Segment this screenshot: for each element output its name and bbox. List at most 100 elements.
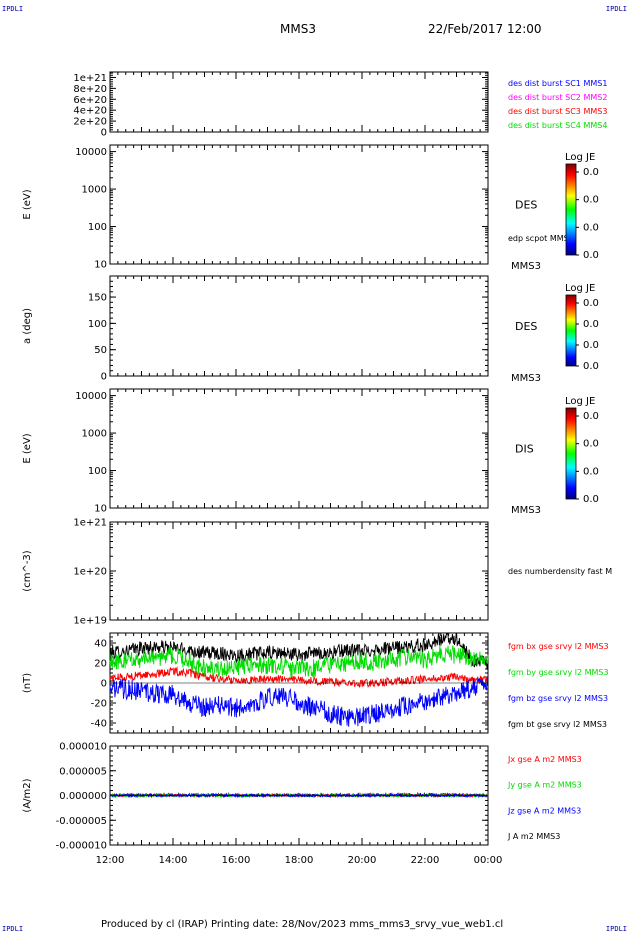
colorbar-tick-label-p4: 0.0 [583, 466, 599, 477]
series-line-fgm-by-gse-srvy-l2-MMS3 [109, 644, 489, 679]
y-tick-label-p6: 20 [94, 659, 107, 670]
y-axis-label-p7: (A/m2) [22, 778, 33, 812]
legend-entry-p7: J A m2 MMS3 [507, 832, 560, 841]
y-tick-label-p3: 100 [88, 319, 107, 330]
y-tick-label-p4: 10000 [75, 391, 107, 402]
y-tick-label-p1: 4e+20 [73, 106, 107, 117]
y-axis-label-p3: a (deg) [22, 308, 33, 344]
colorbar-tick-label-p3: 0.0 [583, 361, 599, 372]
colorbar-title-p2: Log JE [565, 152, 595, 163]
legend-entry-p7: Jy gse A m2 MMS3 [507, 781, 582, 790]
spacecraft-label-p2: MMS3 [511, 261, 541, 272]
legend-entry-p1: des dist burst SC4 MMS4 [508, 121, 607, 130]
colorbar-tick-label-p2: 0.0 [583, 195, 599, 206]
colorbar-tick-label-p3: 0.0 [583, 340, 599, 351]
y-tick-label-p5: 1e+19 [73, 616, 107, 627]
colorbar-tick-label-p2: 0.0 [583, 167, 599, 178]
legend-entry-p5: des numberdensity fast M [508, 567, 612, 576]
legend-entry-p6: fgm by gse srvy l2 MMS3 [508, 668, 609, 677]
time-tick-label: 12:00 [96, 855, 125, 866]
y-tick-label-p3: 150 [88, 293, 107, 304]
y-axis-label-p6: (nT) [22, 673, 33, 693]
instrument-label-p3: DES [515, 320, 537, 333]
colorbar-title-p4: Log JE [565, 396, 595, 407]
y-tick-label-p5: 1e+20 [73, 567, 107, 578]
y-tick-label-p7: -0.000005 [56, 816, 107, 827]
series-line-fgm-bx-gse-srvy-l2-MMS3 [109, 666, 488, 688]
legend-entry-p6: fgm bz gse srvy l2 MMS3 [508, 694, 608, 703]
corner-label-bottom-right: IPDLI [605, 925, 627, 933]
y-tick-label-p5: 1e+21 [73, 518, 107, 529]
spacecraft-label-p3: MMS3 [511, 373, 541, 384]
y-tick-label-p2: 100 [88, 222, 107, 233]
y-tick-label-p7: 0.000005 [59, 766, 107, 777]
y-tick-label-p7: -0.000010 [56, 841, 107, 852]
y-axis-label-p4: E (eV) [22, 433, 33, 463]
colorbar-tick-label-p4: 0.0 [583, 494, 599, 505]
y-tick-label-p1: 6e+20 [73, 95, 107, 106]
y-axis-label-p2: E (eV) [22, 189, 33, 219]
series-line-fgm-bt-gse-srvy-l2-MMS3 [109, 633, 489, 670]
legend-entry-p7: Jz gse A m2 MMS3 [507, 806, 581, 815]
colorbar-title-p3: Log JE [565, 283, 595, 294]
y-axis-label-p5: (cm^-3) [22, 550, 33, 591]
y-tick-label-p2: 10 [94, 260, 107, 271]
time-tick-label: 16:00 [222, 855, 251, 866]
panel-frame-p5 [109, 521, 489, 621]
colorbar-tick-label-p2: 0.0 [583, 222, 599, 233]
series-line-fgm-bz-gse-srvy-l2-MMS3 [109, 677, 489, 727]
y-tick-label-p6: -40 [91, 719, 107, 730]
legend-entry-p6: fgm bx gse srvy l2 MMS3 [508, 642, 609, 651]
legend-entry-p6: fgm bt gse srvy l2 MMS3 [508, 720, 607, 729]
colorbar-tick-label-p3: 0.0 [583, 319, 599, 330]
header-spacecraft: MMS3 [280, 22, 316, 36]
time-tick-label: 14:00 [159, 855, 188, 866]
y-tick-label-p2: 1000 [82, 185, 107, 196]
colorbar-p2 [565, 163, 577, 256]
time-tick-label: 20:00 [348, 855, 377, 866]
time-tick-label: 18:00 [285, 855, 314, 866]
y-tick-label-p4: 100 [88, 466, 107, 477]
corner-label-top-left: IPDLI [2, 5, 24, 13]
footer-credit: Produced by cl (IRAP) Printing date: 28/… [101, 919, 504, 930]
instrument-label-p4: DIS [515, 443, 534, 456]
time-tick-label: 22:00 [411, 855, 440, 866]
legend-entry-p1: des dist burst SC2 MMS2 [508, 93, 607, 102]
colorbar-p4 [565, 407, 577, 500]
instrument-label-p2: DES [515, 199, 537, 212]
y-tick-label-p6: 0 [101, 679, 107, 690]
colorbar-tick-label-p4: 0.0 [583, 439, 599, 450]
panel-frame-p3 [109, 275, 489, 377]
corner-label-bottom-left: IPDLI [2, 925, 24, 933]
y-tick-label-p1: 0 [101, 128, 107, 139]
colorbar-tick-label-p3: 0.0 [583, 298, 599, 309]
colorbar-tick-label-p4: 0.0 [583, 411, 599, 422]
spacecraft-label-p4: MMS3 [511, 505, 541, 516]
y-tick-label-p7: 0.000000 [59, 791, 107, 802]
y-tick-label-p2: 10000 [75, 147, 107, 158]
panel-frame-p2 [109, 144, 489, 265]
y-tick-label-p3: 50 [94, 345, 107, 356]
y-tick-label-p4: 10 [94, 504, 107, 515]
extra-label-p2: edp scpot MMS3 [508, 234, 574, 243]
y-tick-label-p6: 40 [94, 639, 107, 650]
y-tick-label-p4: 1000 [82, 429, 107, 440]
header-datetime: 22/Feb/2017 12:00 [428, 22, 542, 36]
legend-entry-p1: des dist burst SC1 MMS1 [508, 79, 607, 88]
colorbar-p3 [565, 294, 577, 367]
y-tick-label-p6: -20 [91, 699, 107, 710]
y-tick-label-p7: 0.000010 [59, 742, 107, 753]
legend-entry-p7: Jx gse A m2 MMS3 [507, 755, 582, 764]
y-tick-label-p1: 2e+20 [73, 117, 107, 128]
y-tick-label-p1: 8e+20 [73, 84, 107, 95]
y-tick-label-p3: 0 [101, 372, 107, 383]
y-tick-label-p1: 1e+21 [73, 73, 107, 84]
colorbar-tick-label-p2: 0.0 [583, 250, 599, 261]
corner-label-top-right: IPDLI [605, 5, 627, 13]
panel-frame-p1 [109, 71, 489, 133]
panel-frame-p4 [109, 388, 489, 509]
time-tick-label: 00:00 [474, 855, 503, 866]
legend-entry-p1: des dist burst SC3 MMS3 [508, 107, 607, 116]
